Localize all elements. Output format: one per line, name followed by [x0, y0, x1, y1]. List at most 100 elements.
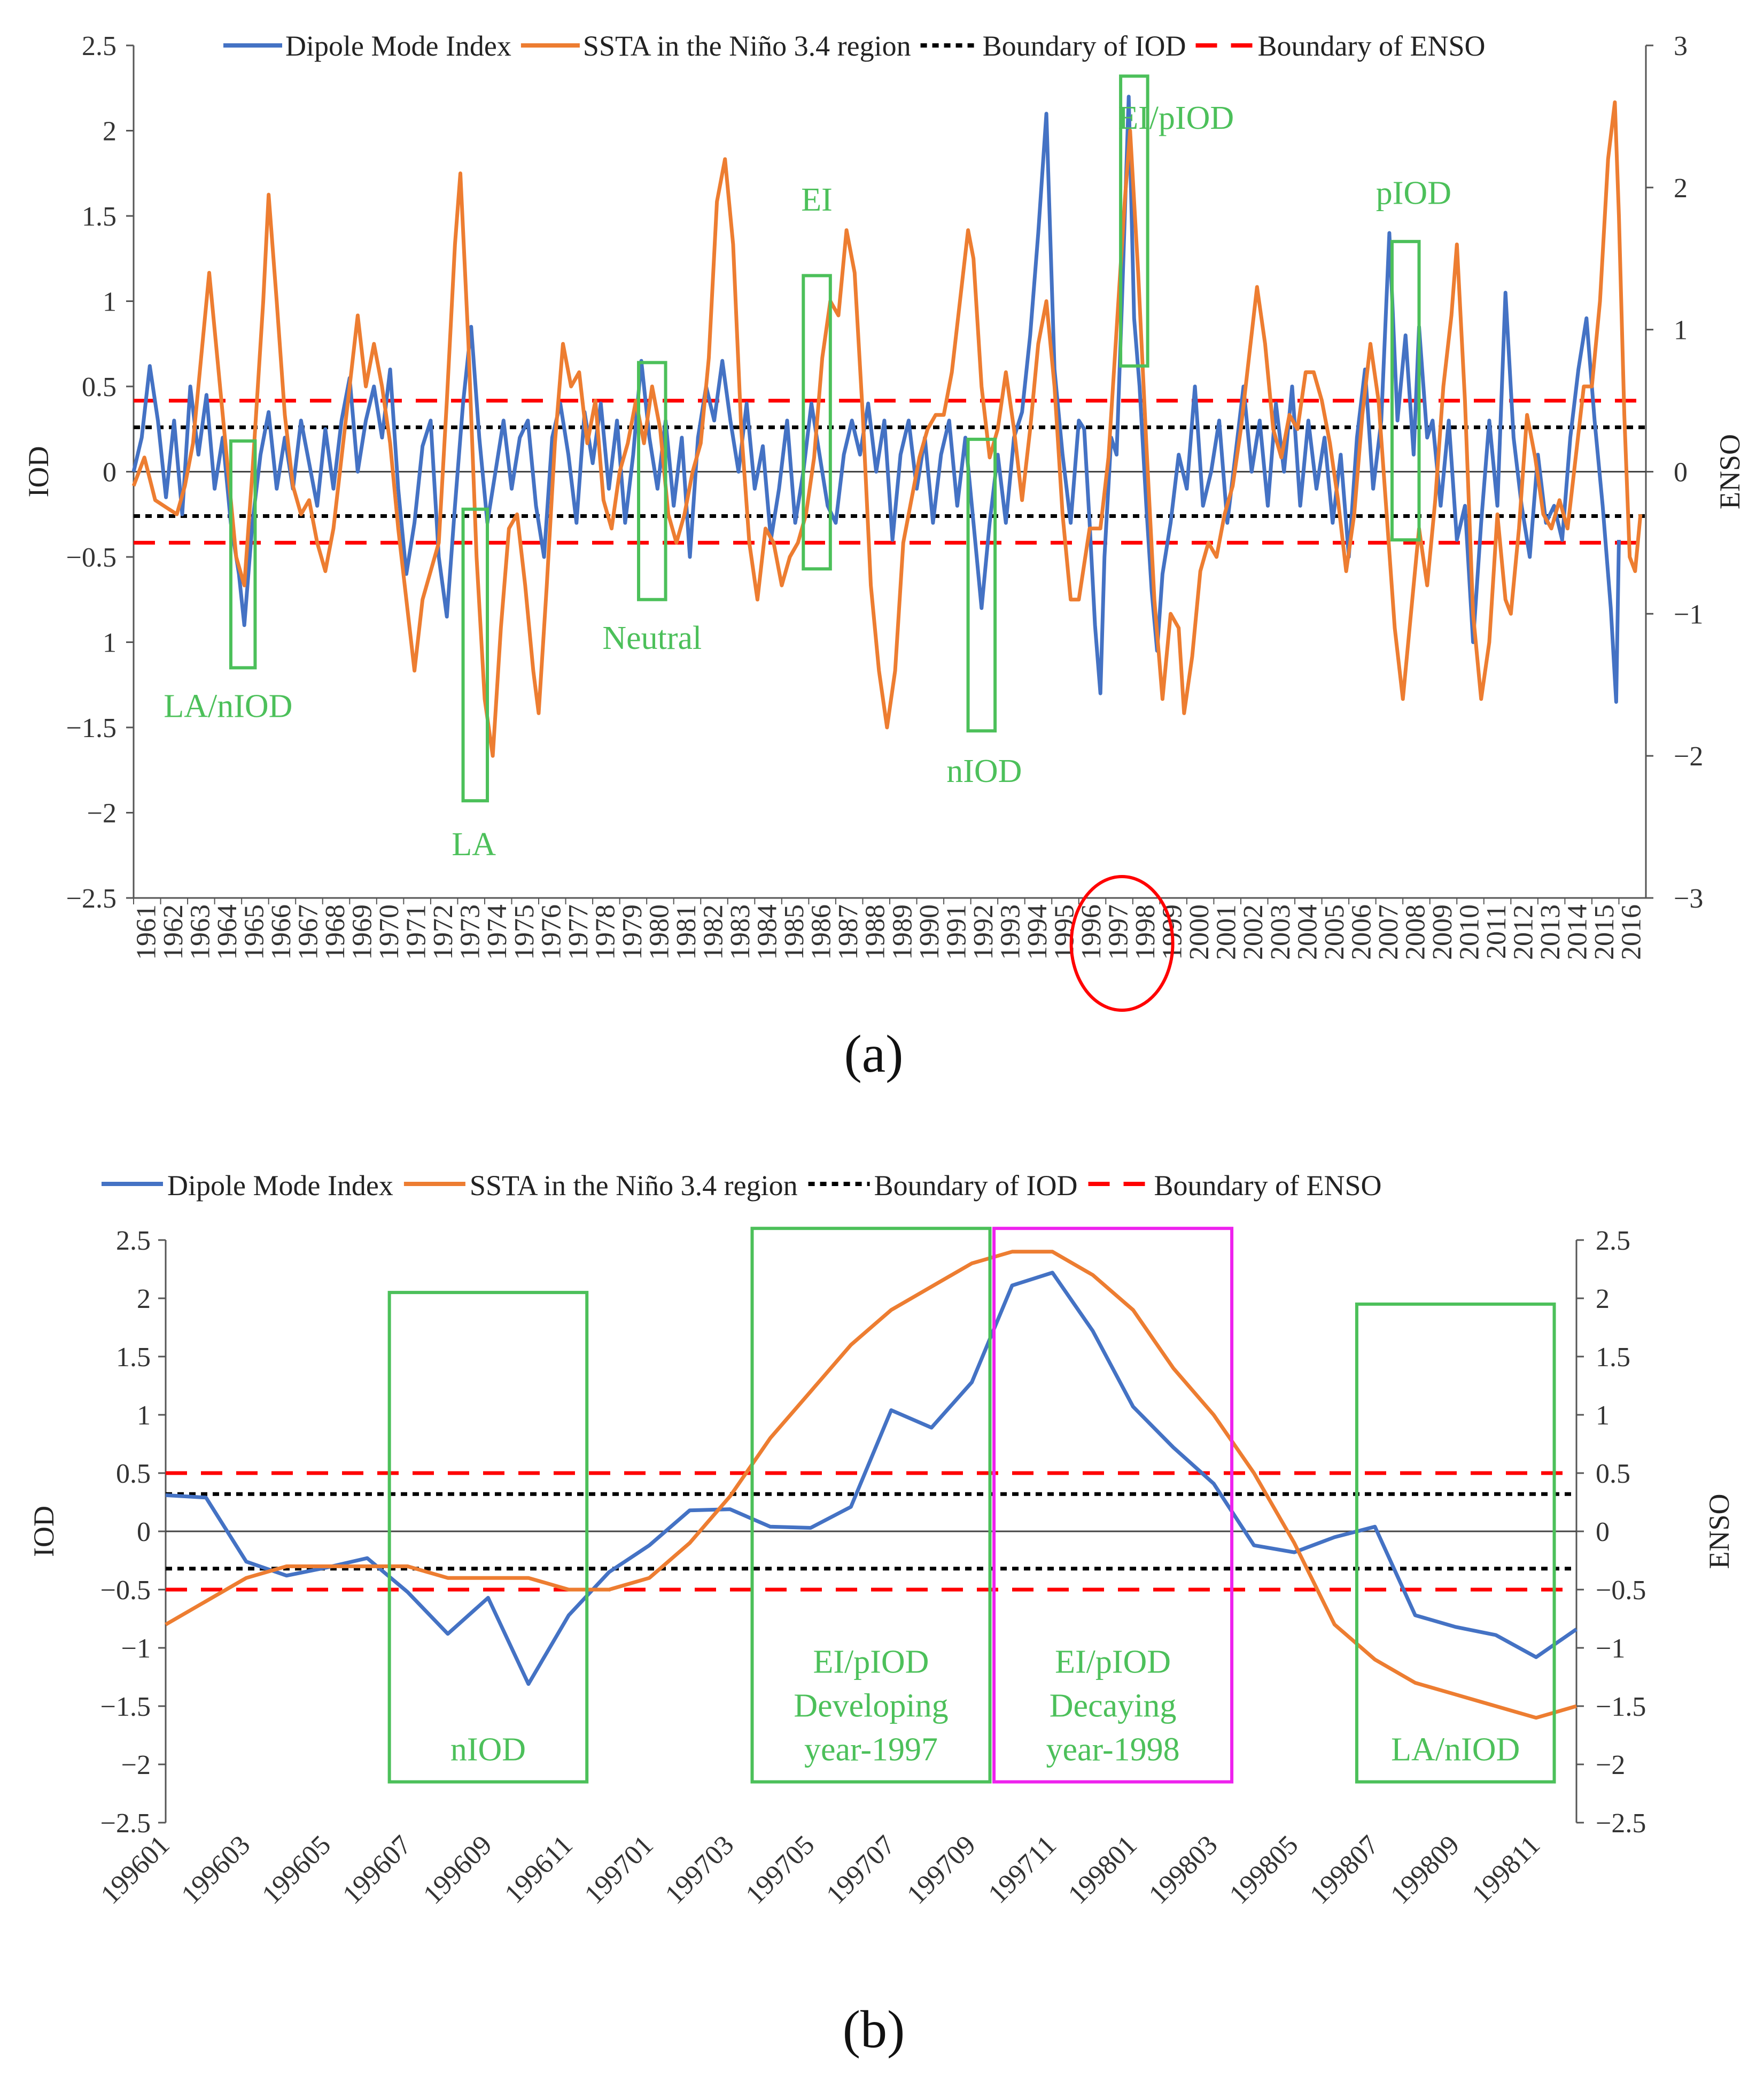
x-tick-label: 2008 — [1400, 904, 1431, 960]
y-tick-label-right: −1.5 — [1596, 1692, 1646, 1722]
x-tick-label: 199809 — [1385, 1830, 1466, 1910]
x-tick-label: 2016 — [1617, 904, 1647, 960]
panel-label-b: (b) — [843, 2000, 905, 2059]
x-tick-label: 199607 — [337, 1830, 417, 1910]
dmi-series-line — [131, 95, 1621, 704]
x-tick-label: 1976 — [536, 904, 566, 960]
x-tick-label: 1988 — [860, 904, 891, 960]
y-tick-label-left: −0.5 — [66, 543, 116, 573]
annotation-box — [750, 1227, 992, 1784]
y-axis-title-right: ENSO — [1703, 1493, 1735, 1569]
y-tick-label-left: −2.5 — [100, 1808, 151, 1839]
y-axis-title-left: IOD — [22, 446, 55, 498]
legend-label-1: SSTA in the Niño 3.4 region — [583, 30, 911, 62]
y-axis-title-left: IOD — [28, 1506, 60, 1557]
x-tick-label: 1972 — [428, 904, 459, 960]
x-tick-label: 1977 — [563, 904, 594, 960]
y-tick-label-right: −2.5 — [1596, 1808, 1646, 1839]
y-tick-label-left: −0.5 — [100, 1575, 151, 1606]
x-tick-label: 2001 — [1211, 904, 1242, 960]
y-tick-label-left: 2 — [137, 1284, 151, 1314]
x-tick-label: 2010 — [1455, 904, 1485, 960]
annotation-label: EI/pIOD — [1118, 100, 1234, 136]
y-tick-label-left: 1.5 — [82, 202, 116, 232]
x-tick-label: 1963 — [185, 904, 215, 960]
y-tick-label-right: −1 — [1674, 599, 1703, 630]
legend-label-3: Boundary of ENSO — [1258, 30, 1486, 62]
y-tick-label-right: 1.5 — [1596, 1342, 1630, 1373]
x-tick-label: 199601 — [95, 1830, 176, 1910]
annotation-box — [229, 439, 257, 670]
x-tick-label: 1983 — [725, 904, 756, 960]
x-tick-label: 1975 — [509, 904, 540, 960]
y-tick-label-left: 1 — [103, 628, 116, 659]
x-tick-label: 1993 — [995, 904, 1025, 960]
annotation-label: LA/nIOD — [1391, 1732, 1520, 1768]
annotation-box — [802, 274, 832, 571]
panel-label-a: (a) — [844, 1024, 904, 1083]
x-tick-label: 1969 — [347, 904, 378, 960]
ssta-series-line — [165, 1250, 1577, 1720]
x-tick-label: 1974 — [482, 904, 512, 960]
x-tick-label: 199803 — [1143, 1830, 1224, 1910]
x-tick-label: 1965 — [239, 904, 269, 960]
annotation-label: Developing — [794, 1688, 948, 1724]
y-tick-label-left: −2.5 — [66, 884, 116, 914]
x-tick-label: 199705 — [740, 1830, 821, 1910]
y-tick-label-right: 2 — [1674, 173, 1688, 204]
y-tick-label-right: 3 — [1674, 31, 1688, 61]
x-tick-label: 199709 — [901, 1830, 982, 1910]
x-tick-label: 1973 — [455, 904, 486, 960]
annotation-label: year-1997 — [804, 1732, 938, 1768]
x-tick-label: 1981 — [671, 904, 702, 960]
y-tick-label-left: 1 — [137, 1400, 151, 1431]
legend-label-1: SSTA in the Niño 3.4 region — [470, 1169, 798, 1202]
y-tick-label-left: 2 — [103, 117, 116, 147]
x-tick-label: 1968 — [320, 904, 351, 960]
annotation-box — [1119, 74, 1149, 368]
annotation-box — [1390, 239, 1421, 542]
x-tick-label: 1961 — [131, 904, 161, 960]
x-tick-label: 199701 — [579, 1830, 659, 1910]
annotation-label: nIOD — [450, 1732, 526, 1768]
annotation-box — [1355, 1302, 1556, 1784]
y-tick-label-left: −2 — [121, 1750, 151, 1780]
x-tick-label: 2005 — [1319, 904, 1350, 960]
y-tick-label-left: 0 — [103, 458, 116, 488]
x-tick-label: 1986 — [806, 904, 837, 960]
ssta-series-line — [131, 100, 1643, 758]
x-tick-label: 199609 — [417, 1830, 498, 1910]
annotation-label: EI/pIOD — [813, 1644, 929, 1680]
x-tick-label: 199603 — [176, 1830, 257, 1910]
x-tick-label: 2002 — [1238, 904, 1269, 960]
x-tick-label: 1991 — [941, 904, 972, 960]
y-tick-label-left: −1.5 — [66, 713, 116, 743]
y-axis-title-right: ENSO — [1714, 434, 1746, 509]
y-tick-label-left: 0.5 — [116, 1459, 151, 1489]
y-tick-label-left: 2.5 — [116, 1226, 151, 1256]
legend-label-2: Boundary of IOD — [983, 30, 1186, 62]
x-tick-label: 199703 — [659, 1830, 740, 1910]
annotation-label: LA — [452, 826, 496, 863]
x-tick-label: 199711 — [983, 1830, 1062, 1909]
x-tick-label: 1987 — [833, 904, 864, 960]
y-tick-label-right: 1 — [1674, 315, 1688, 346]
y-tick-label-right: −1 — [1596, 1633, 1625, 1664]
y-tick-label-right: 2 — [1596, 1284, 1610, 1314]
x-tick-label: 2009 — [1427, 904, 1458, 960]
x-tick-label: 199605 — [257, 1830, 337, 1910]
x-tick-label: 1996 — [1076, 904, 1107, 960]
y-tick-label-left: 0 — [137, 1517, 151, 1547]
y-tick-label-left: −1 — [121, 1633, 151, 1664]
x-tick-label: 1984 — [752, 904, 783, 960]
y-tick-label-right: −2 — [1674, 741, 1703, 772]
y-tick-label-left: −1.5 — [100, 1692, 151, 1722]
x-tick-label: 1995 — [1049, 904, 1079, 960]
x-tick-label: 2000 — [1184, 904, 1215, 960]
x-tick-label: 1978 — [590, 904, 620, 960]
x-tick-label: 2011 — [1481, 904, 1512, 959]
annotation-label: Neutral — [602, 620, 702, 656]
annotation-label: year-1998 — [1046, 1732, 1180, 1768]
x-tick-label: 2004 — [1292, 904, 1323, 960]
